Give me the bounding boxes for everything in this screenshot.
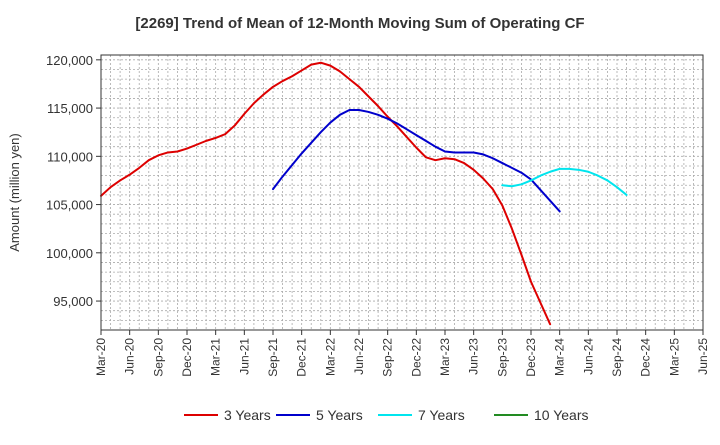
x-tick-label: Sep-20 bbox=[151, 338, 165, 377]
x-tick-label: Jun-25 bbox=[696, 338, 710, 375]
plot-background bbox=[101, 55, 703, 330]
x-tick-label: Dec-22 bbox=[409, 338, 423, 377]
legend: 3 Years 5 Years 7 Years 10 Years bbox=[184, 407, 589, 423]
x-tick-label: Jun-22 bbox=[352, 338, 366, 375]
grid-lines bbox=[100, 55, 704, 331]
legend-label: 5 Years bbox=[316, 407, 363, 423]
y-tick-label: 95,000 bbox=[53, 294, 93, 309]
x-tick-label: Dec-24 bbox=[639, 338, 653, 377]
x-tick-label: Dec-20 bbox=[180, 338, 194, 377]
plot-frame bbox=[100, 54, 704, 331]
y-tick-label: 100,000 bbox=[46, 246, 93, 261]
y-axis-label: Amount (million yen) bbox=[7, 133, 22, 252]
x-tick-label: Sep-22 bbox=[381, 338, 395, 377]
x-tick-label: Mar-23 bbox=[438, 338, 452, 376]
x-tick-label: Sep-23 bbox=[495, 338, 509, 377]
x-tick-label: Mar-25 bbox=[667, 338, 681, 376]
legend-label: 7 Years bbox=[418, 407, 465, 423]
x-tick-label: Mar-20 bbox=[94, 338, 108, 376]
x-tick-label: Mar-21 bbox=[209, 338, 223, 376]
axes: 95,000 100,000 105,000 110,000 115,000 120,00… bbox=[46, 53, 710, 377]
series-layer bbox=[100, 61, 628, 326]
legend-label: 10 Years bbox=[534, 407, 589, 423]
y-tick-label: 110,000 bbox=[47, 149, 93, 164]
series-line-7-years bbox=[501, 167, 628, 196]
chart-title: [2269] Trend of Mean of 12-Month Moving … bbox=[135, 15, 584, 32]
series-line-5-years bbox=[272, 109, 561, 213]
x-tick-label: Mar-22 bbox=[323, 338, 337, 376]
x-tick-label: Sep-24 bbox=[610, 338, 624, 377]
x-tick-label: Dec-21 bbox=[295, 338, 309, 377]
x-tick-label: Jun-23 bbox=[467, 338, 481, 375]
x-tick-label: Jun-21 bbox=[237, 338, 251, 375]
x-tick-label: Dec-23 bbox=[524, 338, 538, 377]
y-tick-label: 105,000 bbox=[46, 198, 93, 213]
x-tick-label: Mar-24 bbox=[553, 338, 567, 376]
x-tick-label: Sep-21 bbox=[266, 338, 280, 377]
x-tick-label: Jun-24 bbox=[581, 338, 595, 375]
plot-area bbox=[101, 55, 703, 330]
y-tick-label: 115,000 bbox=[47, 101, 93, 116]
series-line-3-years bbox=[100, 61, 552, 326]
y-tick-label: 120,000 bbox=[46, 53, 93, 68]
x-tick-label: Jun-20 bbox=[123, 338, 137, 375]
legend-label: 3 Years bbox=[224, 407, 271, 423]
